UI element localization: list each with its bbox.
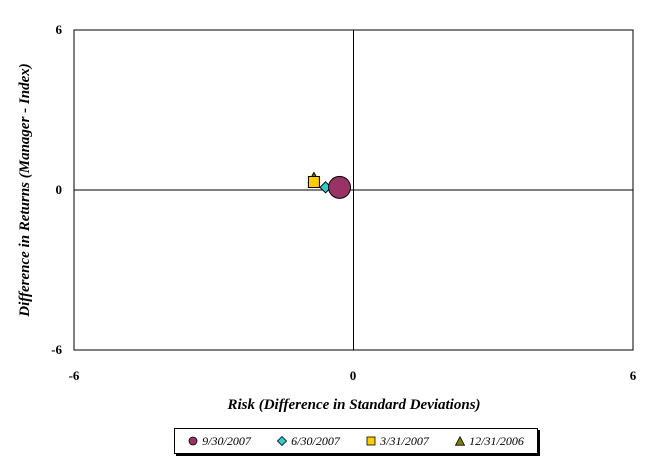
data-point-circle [328, 175, 352, 199]
legend-item: 3/31/2007 [366, 434, 429, 449]
legend-label: 9/30/2007 [202, 433, 251, 448]
y-tick-top: 6 [56, 22, 63, 37]
x-tick-left: -6 [69, 368, 80, 383]
y-tick-bottom: -6 [51, 342, 62, 357]
circle-marker-icon [188, 436, 198, 446]
legend-label: 12/31/2006 [469, 433, 524, 448]
y-tick-mid: 0 [56, 182, 63, 197]
data-points [307, 171, 352, 199]
x-axis-title: Risk (Difference in Standard Deviations) [226, 397, 480, 413]
legend-label: 3/31/2007 [380, 433, 429, 448]
x-tick-mid: 0 [350, 368, 357, 383]
legend-item: 9/30/2007 [188, 434, 251, 449]
x-tick-right: 6 [630, 368, 637, 383]
legend-item: 6/30/2007 [277, 434, 340, 449]
legend-label: 6/30/2007 [291, 433, 340, 448]
square-marker-icon [366, 436, 376, 446]
diamond-marker-icon [277, 436, 288, 446]
triangle-marker-icon [455, 436, 466, 446]
legend-item: 12/31/2006 [455, 434, 524, 449]
y-axis-title: Difference in Returns (Manager - Index) [17, 63, 33, 317]
data-point-square [307, 176, 320, 188]
legend: 9/30/2007 6/30/2007 3/31/2007 12/31/2006 [174, 428, 538, 454]
